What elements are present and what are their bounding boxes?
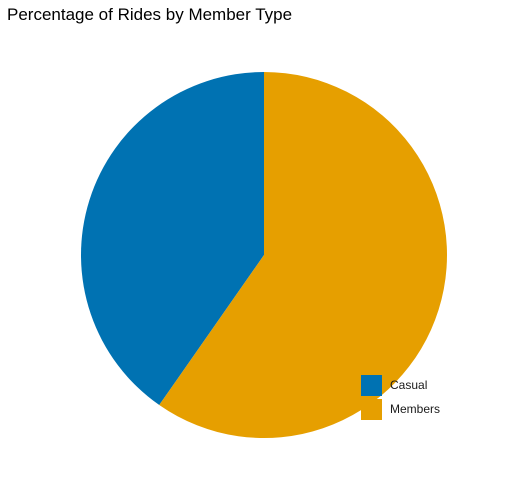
legend-item-casual: Casual bbox=[361, 373, 440, 397]
pie-slice-casual bbox=[80, 72, 264, 406]
pie-slice-members bbox=[159, 72, 447, 438]
legend-swatch-casual bbox=[361, 374, 382, 396]
legend-swatch-members bbox=[361, 398, 382, 420]
chart-title: Percentage of Rides by Member Type bbox=[7, 5, 293, 24]
legend-label-members: Members bbox=[390, 402, 441, 416]
chart-legend: Casual Members bbox=[361, 373, 440, 421]
legend-item-members: Members bbox=[361, 397, 440, 421]
legend-label-casual: Casual bbox=[390, 378, 428, 392]
